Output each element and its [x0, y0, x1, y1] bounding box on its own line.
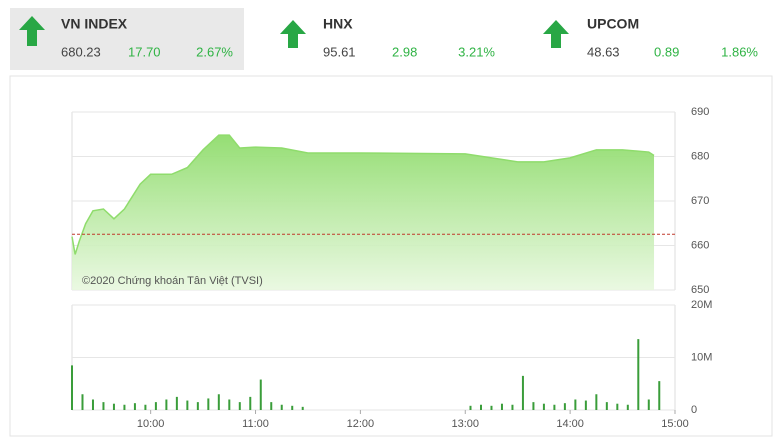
volume-bar — [259, 379, 262, 410]
y-tick-label: 650 — [691, 284, 709, 296]
volume-bar — [563, 403, 566, 410]
volume-bar — [637, 339, 640, 410]
volume-bar — [91, 399, 94, 410]
volume-bar — [207, 398, 210, 410]
volume-bar — [542, 403, 545, 410]
x-tick-label: 14:00 — [556, 418, 584, 430]
volume-bar — [469, 405, 472, 410]
volume-bar — [102, 402, 105, 410]
volume-bar — [280, 404, 283, 410]
ticker-name: HNX — [323, 16, 353, 32]
ticker-change: 17.70 — [128, 44, 161, 59]
copyright: ©2020 Chứng khoán Tân Việt (TVSI) — [82, 275, 263, 287]
x-tick-label: 10:00 — [137, 418, 165, 430]
volume-bar — [658, 381, 661, 410]
y-tick-label: 660 — [691, 239, 709, 251]
volume-bar — [626, 404, 629, 410]
volume-bar — [532, 402, 535, 410]
ticker-value: 95.61 — [323, 44, 356, 59]
volume-bar — [249, 396, 252, 410]
y-tick-label: 0 — [691, 404, 697, 416]
volume-bar — [479, 404, 482, 410]
volume-bar — [584, 400, 587, 410]
y-tick-label: 680 — [691, 150, 709, 162]
volume-bar — [165, 399, 168, 410]
volume-bar — [196, 402, 199, 410]
ticker-name: UPCOM — [587, 16, 639, 32]
ticker[interactable]: HNX 95.61 2.98 3.21% — [280, 16, 495, 60]
volume-bar — [133, 403, 136, 410]
volume-bar — [186, 400, 189, 410]
volume-bar — [71, 365, 73, 410]
volume-bar — [228, 399, 231, 410]
volume-bar — [616, 403, 619, 410]
volume-bar — [500, 403, 503, 410]
volume-bar — [81, 394, 84, 410]
volume-bar — [521, 375, 524, 410]
volume-bar — [112, 403, 115, 410]
volume-bar — [490, 405, 493, 410]
ticker-percent: 2.67% — [196, 44, 233, 59]
x-tick-label: 13:00 — [451, 418, 479, 430]
volume-bar — [238, 402, 241, 410]
ticker-change: 0.89 — [654, 44, 679, 59]
volume-bar — [647, 399, 650, 410]
volume-bar — [217, 394, 220, 410]
x-tick-label: 11:00 — [242, 418, 269, 430]
volume-bar — [270, 402, 273, 410]
up-arrow — [19, 16, 45, 46]
volume-bar — [605, 402, 608, 410]
y-tick-label: 670 — [691, 195, 709, 207]
volume-bar — [301, 406, 304, 410]
price-line — [71, 134, 655, 255]
volume-bar — [175, 396, 178, 410]
chart-frame — [9, 75, 773, 437]
ticker-percent: 1.86% — [721, 44, 758, 59]
y-tick-label: 10M — [691, 351, 712, 363]
ticker-percent: 3.21% — [458, 44, 495, 59]
ticker-name: VN INDEX — [61, 16, 128, 32]
x-tick-label: 15:00 — [661, 418, 689, 430]
volume-bar — [574, 399, 577, 410]
volume-bar — [123, 404, 126, 410]
up-arrow — [280, 20, 306, 48]
volume-bar — [553, 404, 556, 410]
volume-bar — [291, 405, 294, 410]
price-area — [72, 135, 655, 290]
volume-bar — [154, 402, 157, 410]
volume-bar — [511, 404, 514, 410]
y-tick-label: 20M — [691, 299, 712, 311]
ticker-value: 680.23 — [61, 44, 101, 59]
x-tick-label: 12:00 — [347, 418, 375, 430]
selected-tab[interactable] — [10, 8, 244, 70]
ticker[interactable]: VN INDEX 680.23 17.70 2.67% — [19, 16, 233, 60]
up-arrow — [543, 20, 569, 48]
ticker[interactable]: UPCOM 48.63 0.89 1.86% — [543, 16, 758, 60]
volume-bar — [595, 394, 598, 410]
volume-bar — [144, 404, 147, 410]
y-tick-label: 690 — [691, 106, 709, 118]
ticker-change: 2.98 — [392, 44, 417, 59]
ticker-value: 48.63 — [587, 44, 620, 59]
